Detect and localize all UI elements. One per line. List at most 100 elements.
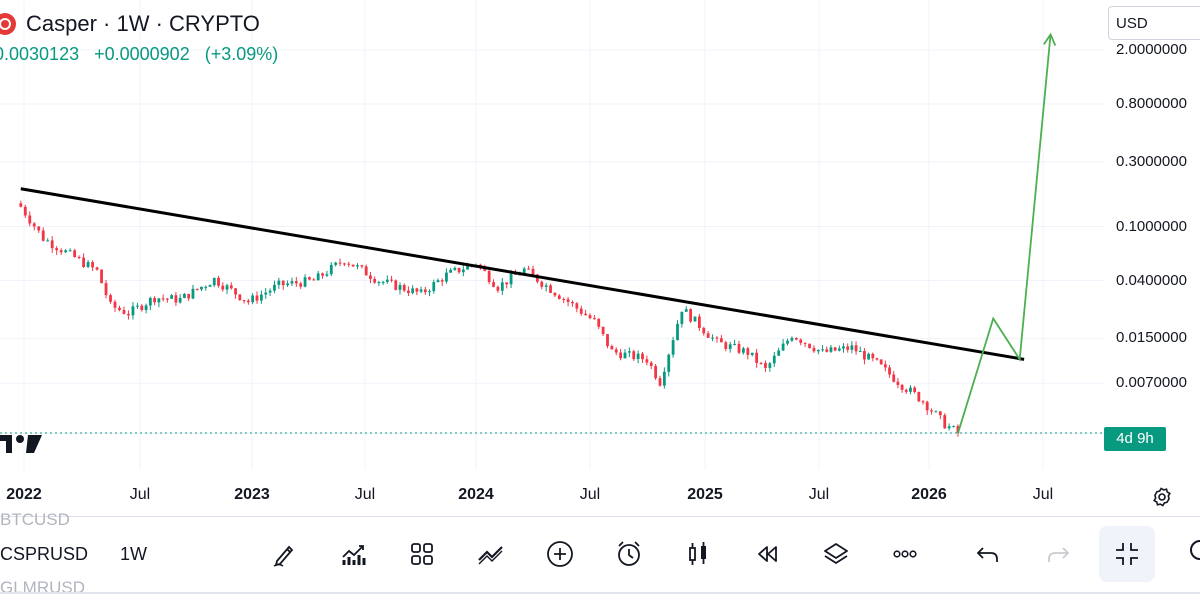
indicators-icon[interactable] [335, 536, 371, 572]
price-change-percent: (+3.09%) [204, 44, 279, 64]
candle-body [369, 275, 372, 279]
candle-body [904, 389, 908, 392]
undo-icon[interactable] [970, 536, 1006, 572]
candles-icon[interactable] [680, 536, 716, 572]
candle-body [127, 313, 130, 316]
candle-body [588, 315, 592, 319]
price-axis-label: 0.1000000 [1116, 217, 1187, 235]
candle-body [161, 298, 165, 300]
draw-icon[interactable] [266, 536, 302, 572]
interval-button[interactable]: 1W [120, 544, 147, 564]
candle-body [407, 290, 410, 294]
candle-body [50, 240, 54, 249]
candle-body [925, 401, 929, 411]
candle-body [487, 270, 491, 283]
candle-body [178, 298, 182, 303]
chart-title[interactable]: Casper · 1W · CRYPTO [26, 11, 260, 36]
replay-icon[interactable] [749, 536, 785, 572]
candle-body [113, 301, 117, 308]
candle-body [649, 362, 653, 366]
candle-body [934, 411, 938, 413]
layers-icon[interactable] [818, 536, 854, 572]
candle-body [553, 292, 557, 296]
candle-body [879, 359, 883, 365]
candle-body [28, 215, 32, 224]
watchlist-item[interactable]: BTCUSD [0, 510, 70, 529]
candle-body [356, 265, 359, 267]
candle-body [312, 279, 316, 281]
price-axis-label: 0.3000000 [1116, 152, 1187, 170]
watchlist-item-active[interactable]: CSPRUSD [0, 544, 89, 564]
time-axis-label: Jul [1032, 486, 1054, 503]
price-axis-label: 0.0400000 [1116, 271, 1187, 289]
candle-body [299, 283, 303, 287]
candle-body [799, 339, 803, 343]
candle-body [938, 411, 942, 416]
watchlist-item[interactable]: GLMRUSD [0, 578, 86, 597]
candle-body [858, 351, 862, 353]
candle-body [952, 426, 955, 428]
alert-icon[interactable] [611, 536, 647, 572]
candle-body [411, 288, 415, 294]
candle-body [854, 345, 858, 352]
candle-body [316, 273, 320, 281]
candle-body [91, 262, 94, 268]
price-chart[interactable] [0, 0, 1200, 516]
candle-body [415, 288, 419, 292]
redo-icon[interactable] [1040, 536, 1076, 572]
candle-body [833, 347, 837, 351]
candle-body [715, 337, 719, 339]
candle-body [676, 323, 679, 341]
candle-body [505, 282, 509, 285]
time-axis-label: Jul [354, 486, 376, 503]
candle-series [19, 200, 960, 437]
account-icon[interactable] [1190, 540, 1200, 560]
candle-body [242, 300, 246, 302]
candle-body [174, 295, 178, 303]
candle-body [466, 265, 469, 270]
candle-body [55, 248, 59, 251]
candle-body [334, 262, 338, 265]
add-icon[interactable] [542, 536, 578, 572]
candle-body [755, 352, 759, 363]
candle-body [68, 250, 72, 252]
candle-body [867, 353, 871, 360]
candle-body [764, 363, 767, 368]
candle-body [562, 298, 566, 300]
candle-body [781, 343, 785, 351]
candle-body [109, 295, 112, 302]
candle-body [100, 269, 103, 284]
candle-body [728, 344, 732, 349]
candle-body [654, 365, 658, 379]
candle-body [37, 226, 41, 231]
candle-body [321, 273, 324, 276]
time-axis-label: 2025 [687, 486, 723, 503]
candle-body [790, 337, 794, 341]
candle-body [342, 263, 346, 265]
candle-body [871, 353, 875, 359]
candle-body [95, 267, 99, 270]
fullscreen-exit-icon[interactable] [1099, 526, 1155, 582]
candle-body [597, 318, 601, 327]
price-axis-label: 0.8000000 [1116, 95, 1187, 112]
candle-body [930, 410, 933, 412]
currency-selector[interactable]: USD [1108, 6, 1200, 40]
layouts-icon[interactable] [404, 536, 440, 572]
more-icon[interactable] [887, 536, 923, 572]
candle-body [742, 348, 745, 353]
trend-icon[interactable] [473, 536, 509, 572]
candle-body [234, 288, 237, 295]
candle-body [825, 349, 829, 352]
candle-body [610, 346, 614, 350]
candle-body [777, 350, 781, 356]
candle-body [364, 266, 368, 276]
candle-body [157, 298, 161, 303]
settings-gear-icon[interactable] [1150, 485, 1174, 509]
candle-body [82, 257, 86, 267]
candle-body [943, 415, 947, 429]
candle-body [636, 353, 640, 360]
candle-body [913, 387, 917, 393]
candle-body [419, 289, 423, 292]
candle-body [803, 342, 807, 344]
countdown-badge: 4d 9h [1104, 427, 1166, 451]
